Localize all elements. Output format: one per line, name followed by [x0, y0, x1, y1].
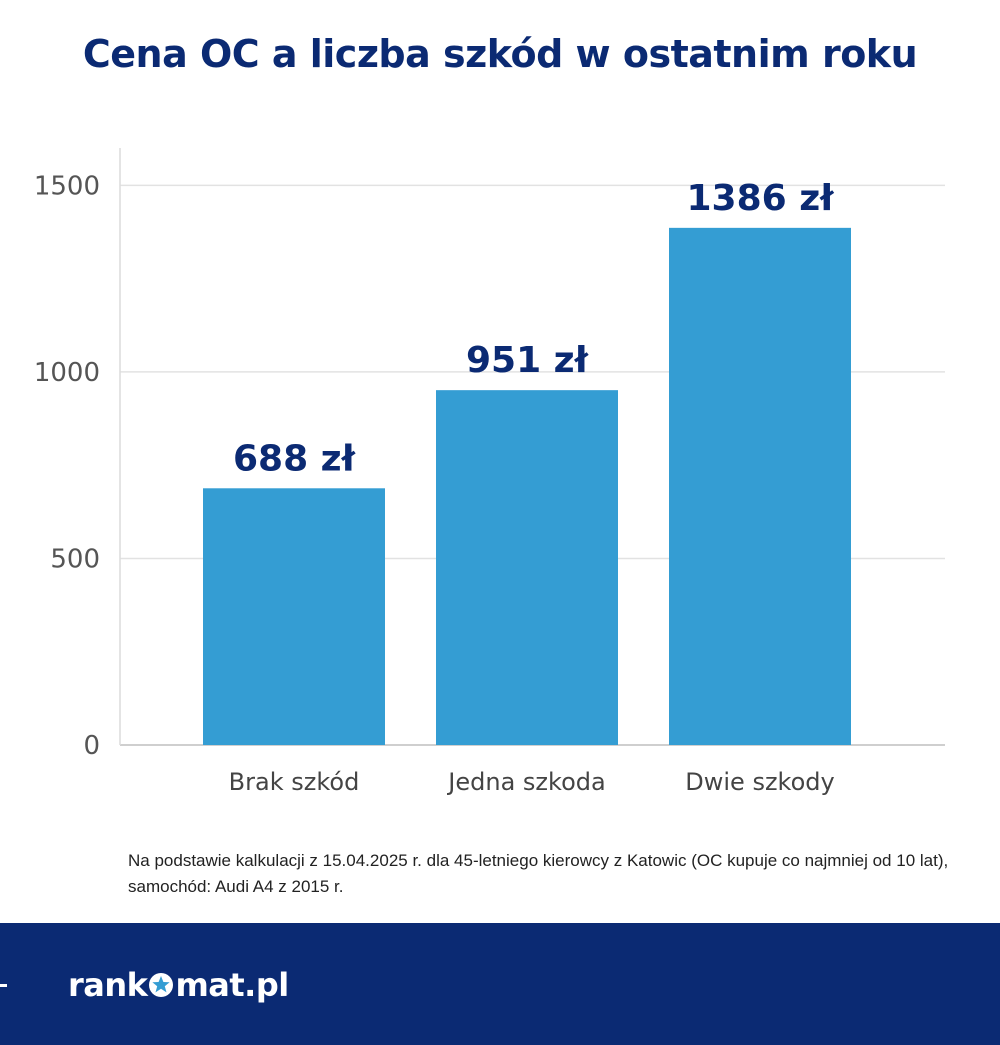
bar-3: [669, 227, 851, 745]
data-label-2: 951 zł: [466, 340, 590, 381]
logo-text-start: rank: [68, 966, 148, 1004]
logo-text-end: mat.pl: [175, 966, 289, 1004]
footnote: Na podstawie kalkulacji z 15.04.2025 r. …: [128, 851, 949, 896]
data-label-3: 1386 zł: [686, 178, 835, 219]
y-tick-label-0: 0: [83, 731, 100, 761]
chart-title: Cena OC a liczba szkód w ostatnim roku: [82, 32, 918, 76]
footer-dash: [0, 984, 7, 987]
data-label-1: 688 zł: [233, 438, 357, 479]
star-icon: [149, 973, 174, 997]
x-tick-label-1: Brak szkód: [229, 768, 360, 796]
y-tick-label-500: 500: [50, 544, 100, 574]
y-tick-label-1500: 1500: [34, 171, 100, 201]
bar-chart: 0 500 1000 1500 688 zł Brak szkód 951 zł Jedna …: [34, 148, 945, 796]
y-tick-label-1000: 1000: [34, 358, 100, 388]
bar-1: [203, 488, 385, 745]
x-tick-label-2: Jedna szkoda: [446, 768, 605, 796]
x-tick-label-3: Dwie szkody: [685, 768, 834, 796]
rankomat-logo[interactable]: rank mat.pl: [68, 960, 289, 1010]
bar-2: [436, 390, 618, 745]
